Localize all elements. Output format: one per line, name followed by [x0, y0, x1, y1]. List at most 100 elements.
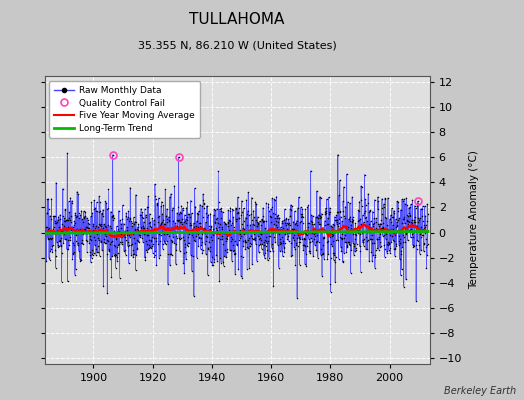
Point: [194, 211, 202, 217]
Point: [257, 237, 265, 243]
Point: [172, 261, 180, 267]
Point: [213, 205, 221, 212]
Point: [78, 236, 86, 243]
Point: [67, 226, 75, 233]
Point: [163, 218, 171, 225]
Point: [278, 234, 286, 240]
Point: [102, 200, 111, 206]
Point: [150, 252, 159, 258]
Point: [132, 267, 140, 273]
Point: [354, 227, 362, 234]
Point: [122, 210, 130, 216]
Point: [383, 250, 391, 256]
Point: [287, 207, 295, 214]
Point: [209, 262, 217, 268]
Point: [131, 227, 139, 233]
Point: [110, 215, 118, 221]
Point: [199, 191, 207, 197]
Point: [289, 226, 297, 232]
Point: [400, 220, 409, 226]
Point: [83, 216, 92, 223]
Point: [169, 225, 178, 231]
Point: [130, 221, 138, 227]
Point: [279, 240, 288, 246]
Point: [359, 242, 368, 249]
Point: [100, 240, 108, 246]
Point: [62, 246, 71, 252]
Point: [378, 205, 386, 211]
Point: [147, 224, 156, 230]
Point: [239, 243, 247, 249]
Point: [190, 220, 198, 226]
Point: [302, 250, 310, 257]
Point: [155, 195, 163, 201]
Point: [71, 266, 80, 272]
Point: [298, 236, 306, 242]
Point: [379, 201, 388, 207]
Point: [95, 193, 103, 200]
Point: [388, 233, 397, 240]
Point: [392, 219, 401, 226]
Point: [200, 225, 209, 232]
Point: [125, 232, 134, 238]
Point: [255, 248, 263, 255]
Point: [160, 220, 168, 227]
Point: [334, 151, 342, 158]
Point: [183, 242, 191, 248]
Point: [97, 211, 106, 217]
Point: [234, 194, 242, 200]
Point: [52, 253, 60, 259]
Point: [234, 266, 243, 272]
Point: [233, 210, 242, 216]
Point: [299, 241, 307, 248]
Point: [124, 243, 132, 249]
Point: [337, 236, 346, 242]
Point: [268, 241, 276, 248]
Point: [260, 255, 269, 262]
Point: [194, 224, 202, 230]
Point: [104, 222, 112, 228]
Point: [193, 230, 202, 237]
Point: [363, 238, 371, 244]
Point: [321, 218, 329, 224]
Point: [47, 215, 56, 222]
Point: [201, 241, 209, 248]
Point: [294, 228, 302, 234]
Point: [59, 240, 68, 246]
Point: [167, 227, 175, 233]
Point: [352, 232, 361, 238]
Point: [160, 231, 169, 238]
Point: [243, 211, 251, 217]
Point: [387, 212, 395, 218]
Point: [281, 216, 290, 222]
Point: [253, 219, 261, 225]
Point: [387, 214, 396, 220]
Point: [340, 213, 348, 219]
Legend: Raw Monthly Data, Quality Control Fail, Five Year Moving Average, Long-Term Tren: Raw Monthly Data, Quality Control Fail, …: [49, 80, 200, 138]
Point: [201, 230, 210, 236]
Point: [388, 222, 397, 228]
Point: [195, 234, 203, 240]
Point: [292, 240, 300, 246]
Point: [236, 230, 244, 237]
Point: [193, 210, 202, 217]
Point: [49, 229, 58, 236]
Point: [386, 232, 394, 238]
Point: [384, 241, 392, 248]
Point: [177, 210, 185, 216]
Point: [419, 232, 428, 239]
Point: [294, 232, 302, 239]
Point: [223, 249, 231, 255]
Point: [265, 208, 274, 214]
Point: [189, 253, 197, 260]
Point: [386, 216, 394, 223]
Point: [73, 242, 82, 248]
Point: [119, 230, 127, 236]
Point: [202, 210, 211, 216]
Point: [195, 220, 204, 226]
Point: [111, 253, 119, 259]
Point: [197, 234, 205, 241]
Point: [152, 202, 161, 208]
Point: [176, 248, 184, 254]
Point: [194, 243, 203, 249]
